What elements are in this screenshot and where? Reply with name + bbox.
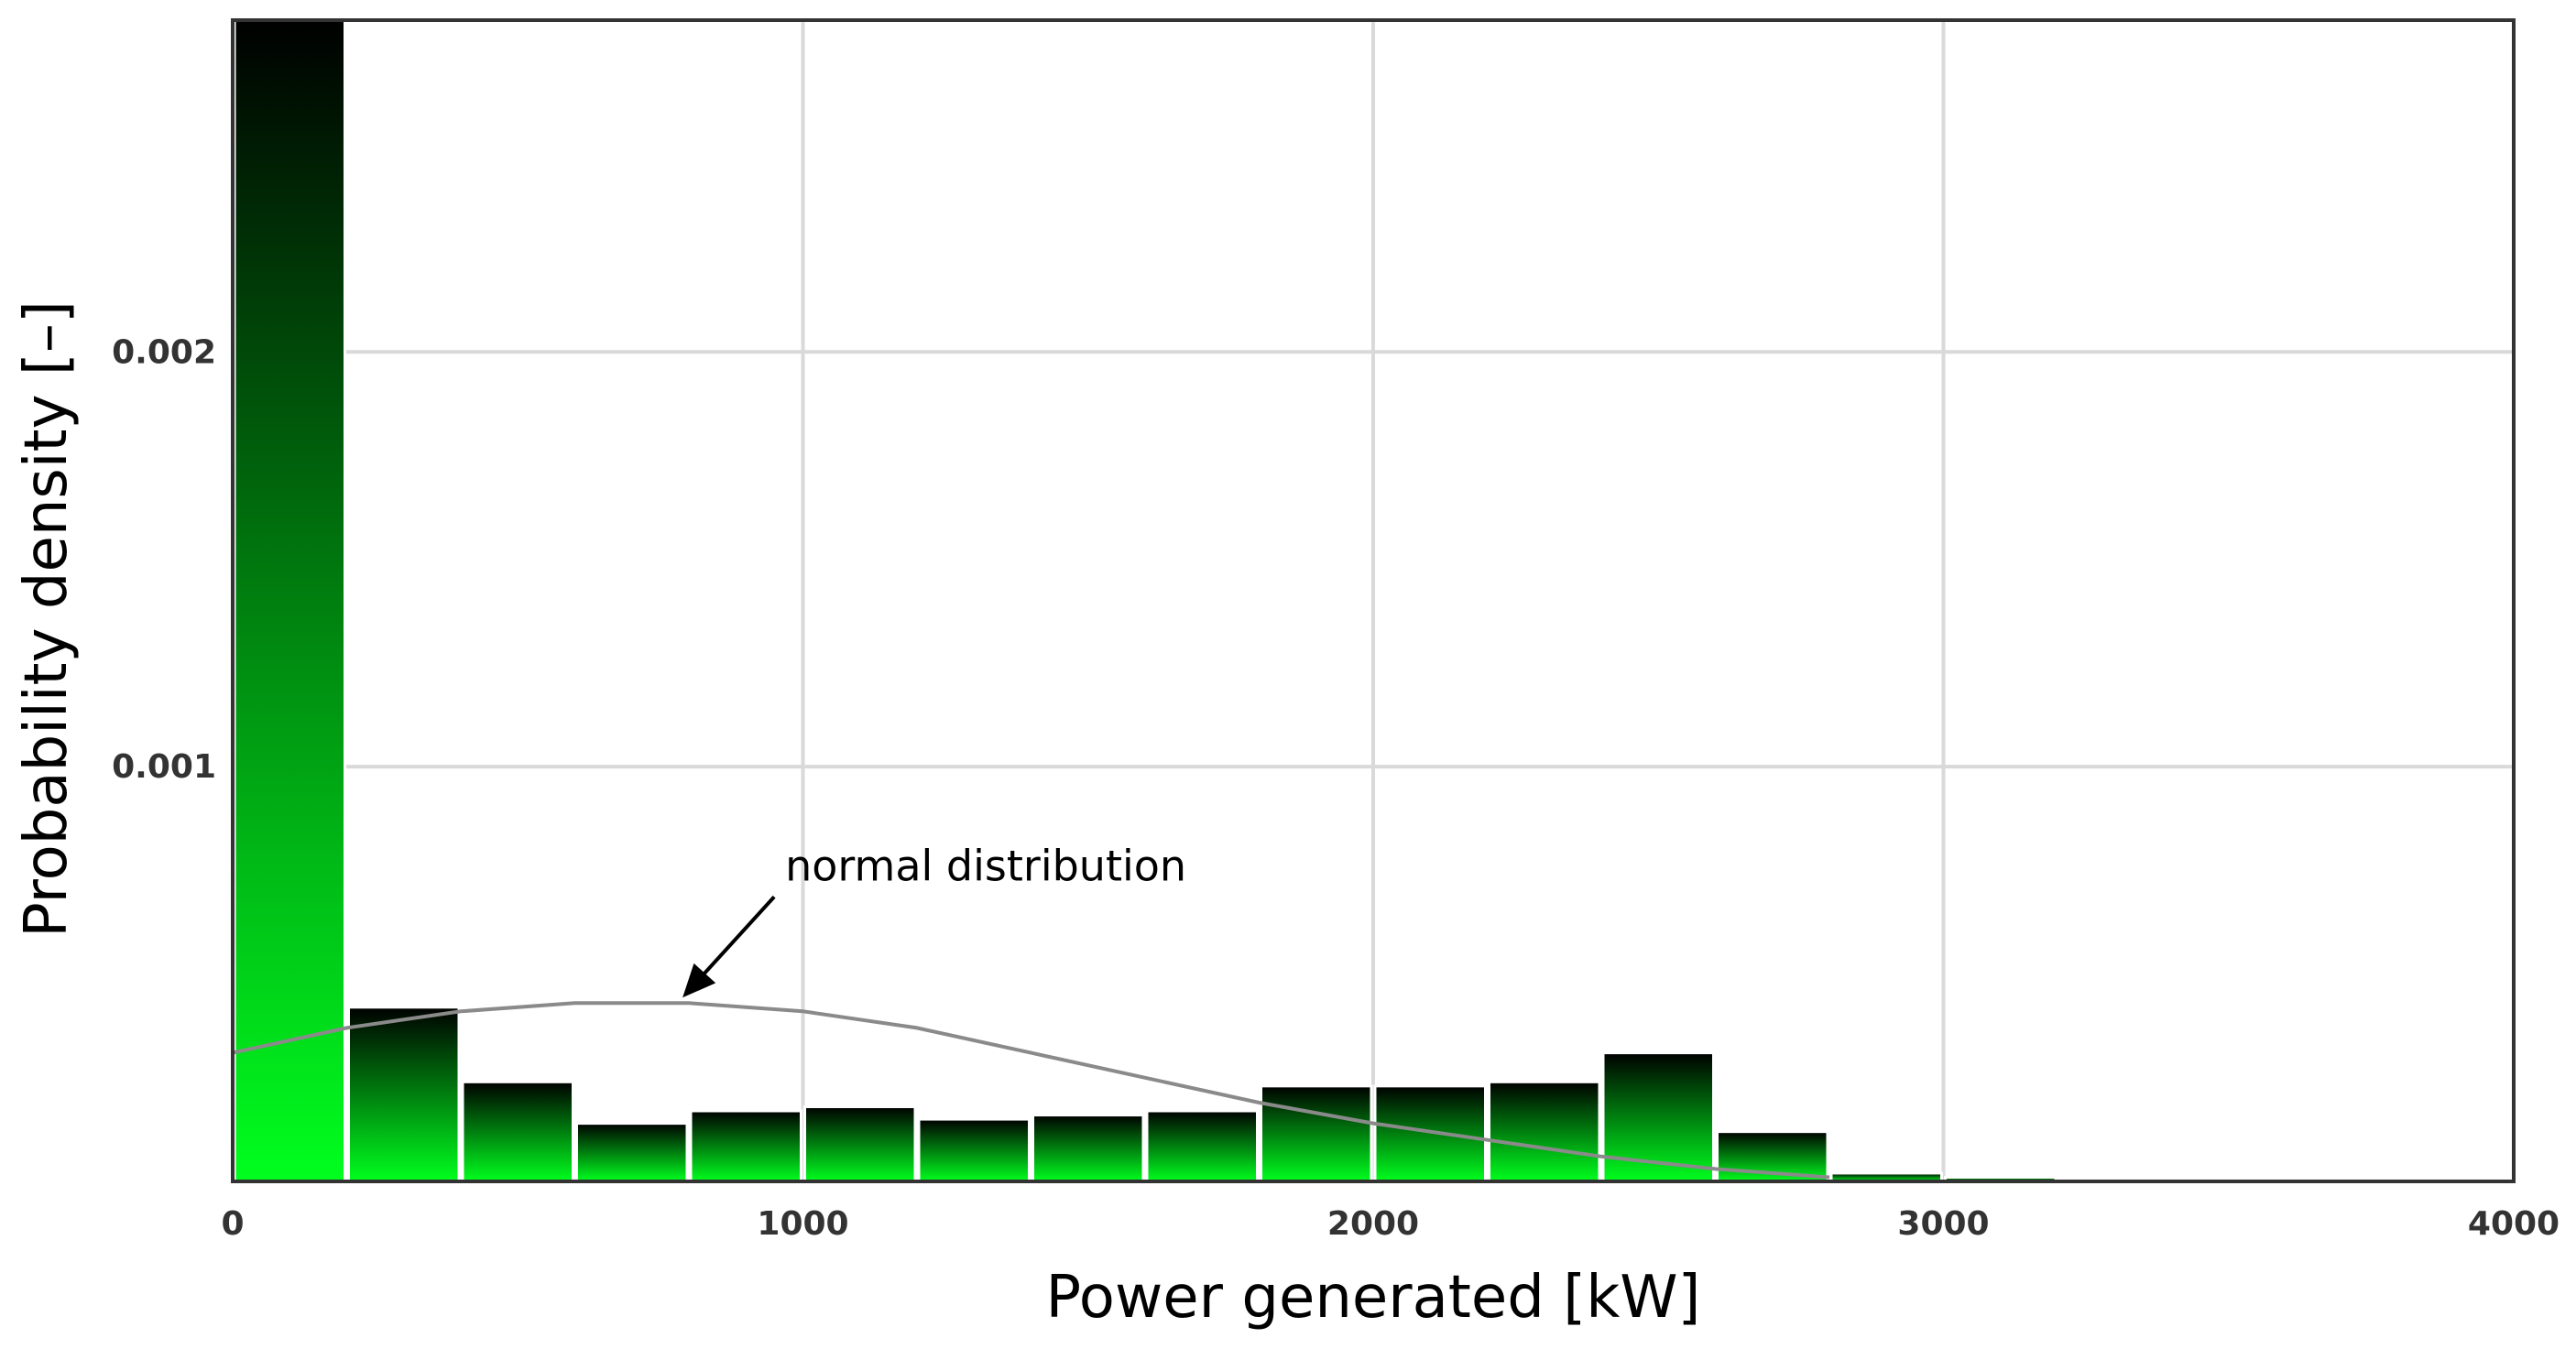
annotation-arrow-line — [697, 895, 776, 981]
annotation-arrow-head — [682, 963, 716, 998]
x-axis-ticks: 0 1000 2000 3000 4000 — [221, 1205, 2560, 1243]
y-axis-ticks: 0.001 0.002 — [112, 333, 216, 786]
x-tick-label: 1000 — [757, 1205, 848, 1243]
histogram-bar — [1145, 1109, 1259, 1183]
histogram-bar — [461, 1080, 574, 1183]
histogram-bar — [575, 1122, 689, 1183]
x-tick-label: 0 — [221, 1205, 244, 1243]
x-tick-label: 4000 — [2468, 1205, 2560, 1243]
histogram-bar — [233, 18, 346, 1183]
plot-frame — [231, 18, 2516, 1183]
normal-curve-layer — [232, 1001, 1830, 1180]
annotation-label: normal distribution — [785, 841, 1186, 890]
histogram-bar — [1488, 1080, 1601, 1183]
histogram-bar — [1373, 1084, 1487, 1183]
grid-lines — [233, 20, 2514, 1181]
histogram-bar — [1601, 1051, 1715, 1183]
histogram-bar — [689, 1109, 802, 1183]
normal-distribution-curve — [232, 1001, 1830, 1180]
histogram-bar — [347, 1006, 461, 1183]
x-tick-label: 3000 — [1897, 1205, 1989, 1243]
y-tick-label: 0.001 — [112, 748, 216, 786]
x-tick-label: 2000 — [1327, 1205, 1419, 1243]
y-axis-title: Probability density [–] — [13, 300, 81, 938]
annotation: normal distribution — [682, 841, 1186, 998]
histogram-bar — [803, 1104, 917, 1183]
histogram-bar — [917, 1117, 1031, 1183]
histogram-bar — [1260, 1084, 1373, 1183]
histogram-bar — [1031, 1114, 1145, 1183]
y-tick-label: 0.002 — [112, 333, 216, 371]
histogram-bars — [233, 18, 2058, 1183]
x-axis-title: Power generated [kW] — [1045, 1264, 1700, 1332]
